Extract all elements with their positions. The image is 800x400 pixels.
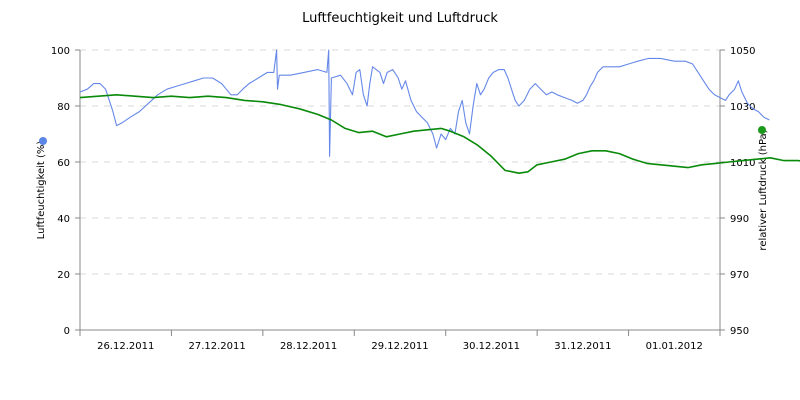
- y-left-tick-label: 100: [51, 46, 70, 57]
- y-left-tick-label: 60: [57, 158, 70, 169]
- y-left-tick-label: 20: [57, 270, 70, 281]
- x-tick-label: 26.12.2011: [97, 341, 154, 352]
- x-tick-label: 30.12.2011: [463, 341, 520, 352]
- x-tick-label: 31.12.2011: [554, 341, 611, 352]
- pressure-series-line: [79, 94, 800, 174]
- y-right-tick-label: 950: [730, 326, 749, 337]
- right-axis-ticks: 950 970 990 1010 1030 1050: [720, 46, 755, 337]
- humidity-legend-marker: [39, 137, 47, 145]
- y-left-tick-label: 80: [57, 102, 70, 113]
- y-left-tick-label: 40: [57, 214, 70, 225]
- y-right-tick-label: 1030: [730, 102, 755, 113]
- grid: [80, 49, 720, 275]
- y-right-label: relativer Luftdruck (hPa): [758, 129, 769, 250]
- y-right-tick-label: 990: [730, 214, 749, 225]
- humidity-series-line: [79, 49, 770, 157]
- x-tick-label: 27.12.2011: [189, 341, 246, 352]
- x-tick-label: 28.12.2011: [280, 341, 337, 352]
- x-tick-label: 29.12.2011: [371, 341, 428, 352]
- x-tick-label: 01.01.2012: [646, 341, 703, 352]
- x-axis-ticks: 26.12.2011 27.12.2011 28.12.2011 29.12.2011…: [79, 330, 721, 352]
- chart-title: Luftfeuchtigkeit und Luftdruck: [302, 11, 498, 26]
- series-group: [79, 49, 800, 174]
- y-right-tick-label: 1010: [730, 158, 755, 169]
- y-left-tick-label: 0: [64, 326, 70, 337]
- y-right-tick-label: 970: [730, 270, 749, 281]
- left-axis-ticks: 0 20 40 60 80 100: [51, 46, 80, 337]
- y-left-label: Luftfeuchtigkeit (%): [36, 141, 47, 240]
- pressure-legend-marker: [758, 126, 766, 134]
- y-right-tick-label: 1050: [730, 46, 755, 57]
